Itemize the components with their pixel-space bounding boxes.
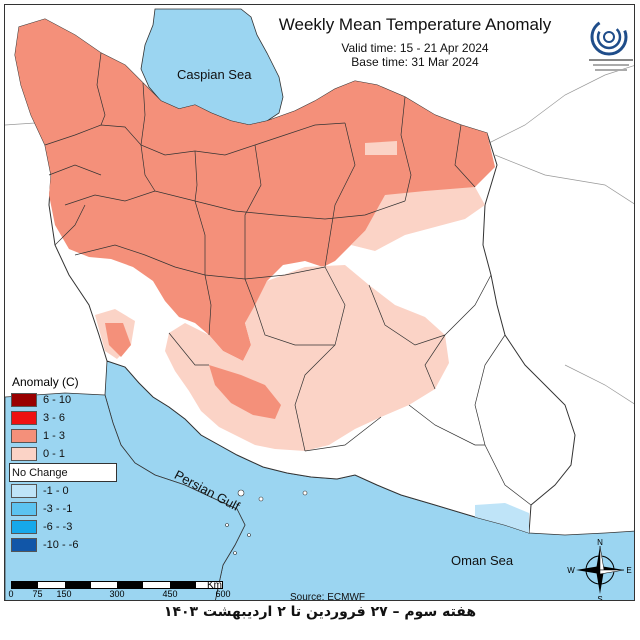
valid-time: Valid time: 15 - 21 Apr 2024 [341,41,489,55]
legend-item: -10 - -6 [11,536,121,554]
scale-tick: 0 [8,589,14,599]
legend-label: 1 - 3 [43,430,66,442]
legend-label: 3 - 6 [43,412,66,424]
legend-label: -10 - -6 [43,539,79,551]
legend-item: 3 - 6 [11,409,121,427]
scale-unit: Km [207,580,222,591]
base-time: Base time: 31 Mar 2024 [351,55,479,69]
scale-tick: 450 [162,589,178,599]
scale-bar: 0 75 150 300 450 600 [8,581,231,600]
legend-label: 6 - 10 [43,394,72,406]
compass-n: N [597,538,603,547]
legend-label: 0 - 1 [43,448,66,460]
source-credit: Source: ECMWF [290,592,366,601]
legend-item: No Change [9,463,117,482]
legend-swatch [11,538,37,552]
anomaly-0-1-east [351,187,485,251]
legend-label: No Change [12,466,68,479]
compass-e: E [626,566,631,575]
anomaly-0-1-northcenter [365,141,397,155]
footer-caption: هفته سوم – ۲۷ فروردین تا ۲ اردیبهشت ۱۴۰۳ [163,604,477,620]
scale-bar-segments [11,581,223,589]
logo-icon [589,18,633,71]
scale-tick: 600 [215,589,231,599]
legend-item: -6 - -3 [11,518,121,536]
legend-item: -3 - -1 [11,500,121,518]
map-frame: Weekly Mean Temperature Anomaly Valid ti… [4,4,635,601]
legend-item: -1 - 0 [11,482,121,500]
legend-swatch [11,502,37,516]
province-borders [44,52,532,506]
legend-label: -3 - -1 [43,503,73,515]
scale-tick: 150 [56,589,72,599]
legend: Anomaly (C) 6 - 10 3 - 6 1 - 3 0 - 1 No … [9,375,121,554]
scale-tick: 75 [32,589,43,599]
anomaly-map [5,8,634,600]
gulf-islands [225,489,308,555]
legend-swatch [11,520,37,534]
outside-border [5,65,634,405]
legend-swatch [11,429,37,443]
legend-swatch [11,447,37,461]
map-title: Weekly Mean Temperature Anomaly [278,15,552,34]
anomaly-1-3-sw-patch [105,323,131,357]
scale-tick: 300 [109,589,125,599]
compass-w: W [567,566,575,575]
oman-sea-label: Oman Sea [451,553,514,568]
anomaly-0-1-se [475,503,529,533]
legend-title: Anomaly (C) [12,375,79,389]
caspian-sea-label: Caspian Sea [177,67,252,82]
legend-item: 0 - 1 [11,445,121,463]
legend-label: -1 - 0 [43,485,69,497]
compass-rose-icon: N S E W [567,538,631,601]
legend-item: 1 - 3 [11,427,121,445]
legend-swatch [11,393,37,407]
legend-swatch [11,411,37,425]
legend-label: -6 - -3 [43,521,73,533]
anomaly-1-3-region [15,19,495,361]
compass-s: S [597,595,602,601]
anomaly-1-3-south-patch [209,365,281,419]
scale-ticks: 0 75 150 300 450 600 [8,589,230,600]
legend-item: 6 - 10 [11,391,121,409]
legend-swatch [11,484,37,498]
